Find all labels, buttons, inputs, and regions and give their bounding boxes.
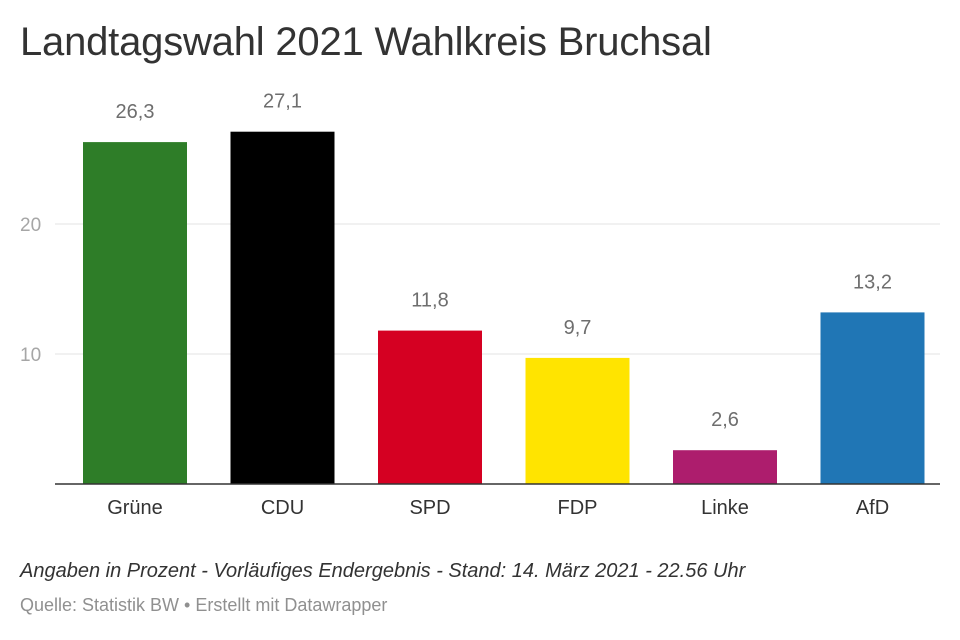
value-label: 27,1 bbox=[263, 91, 302, 113]
y-tick-label: 20 bbox=[20, 215, 41, 236]
chart-title: Landtagswahl 2021 Wahlkreis Bruchsal bbox=[20, 20, 712, 64]
bars bbox=[83, 131, 925, 484]
value-label: 26,3 bbox=[116, 101, 155, 123]
bar-grüne bbox=[83, 142, 187, 484]
value-label: 13,2 bbox=[853, 271, 892, 293]
bar-cdu bbox=[230, 131, 335, 484]
bar-afd bbox=[820, 312, 925, 484]
value-label: 2,6 bbox=[711, 409, 739, 431]
bar-spd bbox=[378, 330, 482, 484]
bar-fdp bbox=[525, 357, 630, 484]
bar-linke bbox=[673, 450, 777, 484]
category-label: CDU bbox=[261, 497, 304, 519]
value-labels: 26,3 27,1 11,8 9,7 2,6 13,2 bbox=[116, 91, 892, 432]
value-label: 9,7 bbox=[564, 317, 592, 339]
x-axis: Grüne CDU SPD FDP Linke AfD bbox=[55, 483, 940, 519]
chart-note: Angaben in Prozent - Vorläufiges Enderge… bbox=[20, 560, 746, 582]
value-label: 11,8 bbox=[411, 290, 448, 312]
category-label: FDP bbox=[558, 497, 598, 519]
gridlines: 10 20 bbox=[20, 215, 940, 366]
category-label: AfD bbox=[856, 497, 889, 519]
bar-chart: 10 20 26,3 27,1 11,8 9,7 2,6 13,2 Grüne CDU SPD F… bbox=[20, 91, 940, 519]
category-label: Grüne bbox=[107, 497, 163, 519]
category-label: Linke bbox=[701, 497, 749, 519]
category-label: SPD bbox=[409, 497, 450, 519]
chart-source: Quelle: Statistik BW • Erstellt mit Data… bbox=[20, 595, 388, 615]
y-tick-label: 10 bbox=[20, 345, 41, 366]
